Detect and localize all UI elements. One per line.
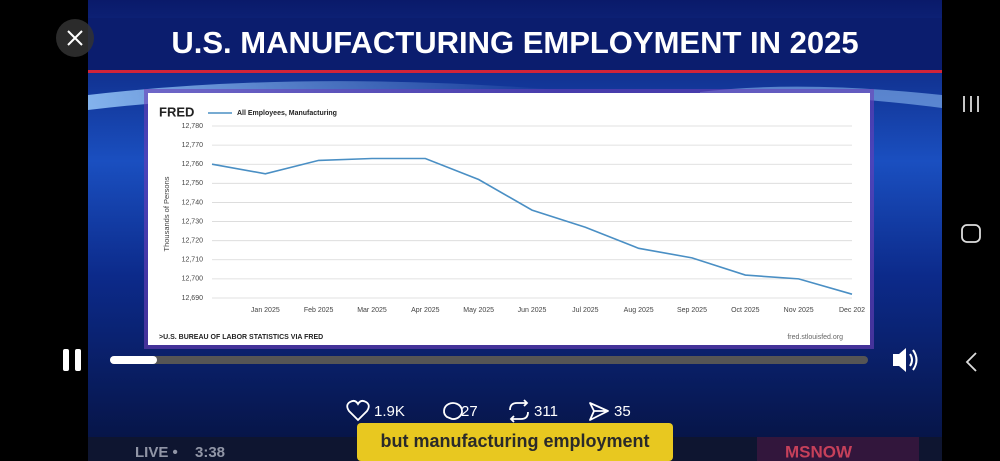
x-tick-label: Jan 2025: [251, 307, 280, 314]
caption: but manufacturing employment: [380, 431, 649, 451]
repost-count: 311: [534, 403, 558, 420]
chart: FRED All Employees, Manufacturing Thousa…: [159, 104, 865, 340]
comment-button[interactable]: [443, 402, 463, 420]
x-tick-label: Sep 2025: [677, 307, 707, 314]
source-site: fred.stlouisfed.org: [787, 334, 843, 341]
volume-button[interactable]: [893, 348, 918, 372]
y-tick-label: 12,760: [182, 161, 204, 168]
home-button[interactable]: [961, 224, 981, 243]
like-button[interactable]: [346, 399, 370, 422]
y-axis-label: Thousands of Persons: [162, 176, 171, 251]
y-tick-label: 12,780: [182, 123, 204, 130]
y-tick-label: 12,770: [182, 142, 204, 149]
y-tick-label: 12,750: [182, 180, 204, 187]
y-tick-label: 12,700: [182, 276, 204, 283]
title-rule: [88, 70, 942, 73]
fred-logo: FRED: [159, 104, 194, 119]
recent-apps-button[interactable]: [963, 96, 979, 112]
x-tick-label: Nov 2025: [784, 307, 814, 314]
y-tick-label: 12,740: [182, 199, 204, 206]
x-tick-label: Oct 2025: [731, 307, 760, 314]
progress-fill: [110, 356, 157, 364]
x-tick-label: Aug 2025: [624, 307, 654, 314]
left-bar: [0, 0, 88, 461]
x-tick-label: Dec 202: [839, 307, 865, 314]
chart-panel: [148, 93, 870, 345]
share-button[interactable]: [589, 402, 609, 421]
x-tick-label: May 2025: [463, 307, 494, 314]
y-tick-label: 12,690: [182, 295, 204, 302]
y-tick-label: 12,710: [182, 257, 204, 264]
nav-bar: [942, 0, 1000, 461]
repost-button[interactable]: [509, 399, 529, 423]
network-box: [757, 437, 919, 461]
progress-track[interactable]: [110, 356, 868, 364]
live-label: LIVE •: [135, 444, 178, 461]
source-note: >U.S. BUREAU OF LABOR STATISTICS VIA FRE…: [159, 334, 323, 341]
title-band: [88, 18, 942, 70]
x-tick-label: Apr 2025: [411, 307, 440, 314]
y-tick-label: 12,730: [182, 218, 204, 225]
network-logo: MSNOW: [785, 442, 853, 461]
light-streak: [88, 81, 560, 110]
pause-button[interactable]: [63, 349, 81, 371]
caption-box: [357, 423, 673, 461]
like-count: 1.9K: [374, 403, 405, 420]
comment-count: 27: [461, 403, 478, 420]
x-tick-label: Feb 2025: [304, 307, 334, 314]
x-tick-label: Mar 2025: [357, 307, 387, 314]
legend-label: All Employees, Manufacturing: [237, 110, 337, 117]
x-tick-label: Jun 2025: [518, 307, 547, 314]
close-button[interactable]: [56, 19, 94, 57]
data-line: [211, 157, 853, 295]
share-count: 35: [614, 403, 631, 420]
y-tick-label: 12,720: [182, 238, 204, 245]
headline: U.S. MANUFACTURING EMPLOYMENT IN 2025: [171, 25, 858, 60]
back-button[interactable]: [965, 352, 977, 372]
x-tick-label: Jul 2025: [572, 307, 599, 314]
live-time: 3:38: [195, 444, 225, 461]
